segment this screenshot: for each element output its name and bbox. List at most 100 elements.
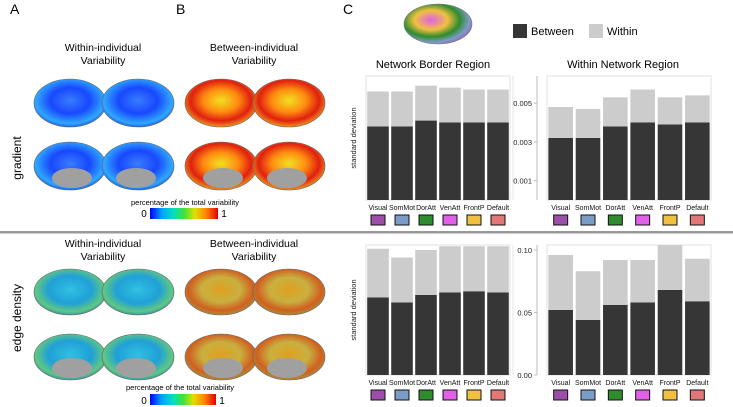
network-swatch-doratt — [418, 389, 434, 401]
between-title-bottom-line2: Variability — [232, 251, 277, 263]
network-swatch-visual — [370, 389, 386, 401]
row-label-edge-density: edge density — [10, 284, 24, 352]
chart-border-gradient: standard deviation Visual SomMot DorAtt VenA… — [349, 75, 514, 226]
bar-between-doratt — [603, 305, 628, 375]
bar-between-sommot — [391, 126, 413, 200]
x-tick-label: FrontP — [463, 205, 484, 212]
bar-between-visual — [367, 126, 389, 200]
x-tick-label: FrontP — [659, 205, 680, 212]
colorbar-bottom: percentage of the total variability 0 1 — [126, 383, 234, 407]
network-swatch-frontp — [466, 389, 482, 401]
network-swatch-visual — [553, 214, 569, 226]
network-swatch-venatt — [442, 389, 458, 401]
brain-between-edge-lateral — [184, 268, 326, 316]
x-tick-label: FrontP — [463, 380, 484, 387]
network-swatch-default — [689, 214, 705, 226]
network-swatch-sommot — [580, 214, 596, 226]
bar-within-venatt — [439, 87, 461, 123]
chart-border-edge-density: standard deviation Visual SomMot DorAtt VenA… — [349, 244, 514, 401]
colorbar-label-bottom: percentage of the total variability — [126, 383, 234, 392]
bar-within-visual — [548, 107, 573, 138]
x-tick-label: FrontP — [659, 380, 680, 387]
bar-within-doratt — [603, 260, 628, 305]
panel-label-b: B — [176, 1, 185, 17]
chart-within-gradient: 0.001 0.003 0.005 Visual SomMot DorAtt VenAtt F… — [513, 75, 712, 226]
colorbar-min-bottom: 0 — [141, 396, 147, 407]
bar-between-visual — [548, 138, 573, 200]
colorbar-top: percentage of the total variability 0 1 — [131, 198, 239, 220]
network-swatch-frontp — [662, 214, 678, 226]
plot-frame — [365, 75, 511, 201]
section-title-border: Network Border Region — [376, 59, 490, 71]
between-title-top-line2: Variability — [232, 55, 277, 67]
legend-label-between: Between — [531, 26, 574, 38]
bar-between-doratt — [415, 295, 437, 375]
bar-within-frontp — [463, 89, 485, 123]
colorbar-max-bottom: 1 — [219, 396, 225, 407]
colorbar-gradient-bottom — [150, 394, 216, 405]
network-swatch-sommot — [580, 389, 596, 401]
y-tick-label: 0.10 — [517, 246, 532, 255]
bar-within-frontp — [657, 245, 683, 290]
x-tick-label: DorAtt — [605, 205, 625, 212]
x-tick-label: DorAtt — [416, 380, 436, 387]
bar-within-frontp — [463, 246, 485, 292]
bar-between-doratt — [415, 120, 437, 200]
bar-within-sommot — [575, 271, 601, 320]
x-tick-label: SomMot — [389, 380, 415, 387]
y-tick-label: 0.003 — [513, 138, 532, 147]
x-tick-label: VenAtt — [440, 205, 461, 212]
colorbar-gradient-top — [150, 208, 218, 219]
brain-between-gradient-medial — [184, 141, 326, 191]
y-tick-label: 0.00 — [517, 371, 532, 380]
legend-label-within: Within — [607, 26, 638, 38]
bar-within-venatt — [439, 246, 461, 293]
network-swatch-doratt — [418, 214, 434, 226]
panel-label-a: A — [10, 1, 20, 17]
between-title-bottom-line1: Between-individual — [210, 238, 298, 250]
network-swatch-venatt — [442, 214, 458, 226]
x-tick-label: VenAtt — [632, 380, 653, 387]
colorbar-min-top: 0 — [141, 209, 147, 220]
bar-between-frontp — [463, 122, 485, 200]
x-tick-label: Visual — [369, 380, 388, 387]
network-swatch-doratt — [607, 214, 623, 226]
plot-frame — [546, 75, 712, 201]
bar-between-default — [487, 122, 509, 200]
between-title-bottom: Between-individual Variability — [210, 238, 298, 263]
legend-swatch-between — [513, 24, 527, 38]
x-tick-label: Visual — [369, 205, 388, 212]
x-tick-label: Default — [686, 205, 708, 212]
brain-between-edge-medial — [184, 333, 326, 381]
within-title-top-line1: Within-individual — [65, 42, 141, 54]
x-tick-label: Visual — [551, 380, 570, 387]
x-tick-label: Default — [487, 205, 509, 212]
bar-within-visual — [367, 248, 389, 298]
bar-between-visual — [548, 310, 573, 375]
network-swatch-frontp — [466, 214, 482, 226]
bar-within-sommot — [391, 91, 413, 127]
bar-between-venatt — [630, 302, 655, 375]
within-title-bottom-line2: Variability — [81, 251, 126, 263]
network-swatch-visual — [553, 389, 569, 401]
bar-within-default — [685, 258, 710, 302]
panel-label-c: C — [343, 1, 353, 17]
within-title-top: Within-individual Variability — [65, 42, 141, 67]
network-atlas-thumbnail — [403, 3, 473, 45]
brain-within-edge-lateral — [33, 268, 175, 316]
within-title-bottom-line1: Within-individual — [65, 238, 141, 250]
within-title-bottom: Within-individual Variability — [65, 238, 141, 263]
bar-between-sommot — [391, 302, 413, 375]
y-axis-label: standard deviation — [349, 279, 358, 340]
bar-within-visual — [367, 91, 389, 127]
row-divider — [0, 231, 733, 234]
bar-between-frontp — [657, 290, 683, 375]
bar-between-default — [685, 301, 710, 375]
bar-within-sommot — [575, 108, 601, 138]
brain-within-gradient-medial — [33, 141, 175, 191]
network-swatch-venatt — [635, 214, 651, 226]
bar-between-visual — [367, 297, 389, 375]
bar-between-venatt — [630, 122, 655, 200]
brain-within-gradient-lateral — [33, 78, 175, 128]
x-tick-label: DorAtt — [416, 205, 436, 212]
